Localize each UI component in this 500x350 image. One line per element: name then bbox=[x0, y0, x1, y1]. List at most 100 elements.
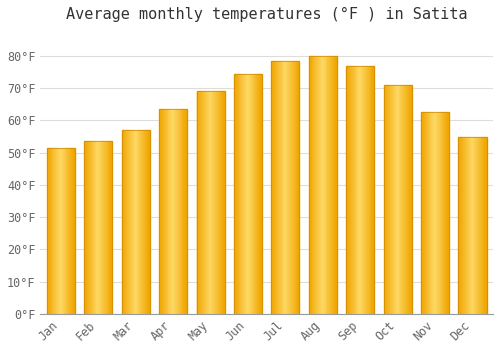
Bar bbox=[323, 56, 324, 314]
Bar bbox=[282, 61, 284, 314]
Bar bbox=[324, 56, 326, 314]
Bar bbox=[438, 112, 439, 314]
Bar bbox=[164, 109, 166, 314]
Bar bbox=[363, 65, 364, 314]
Bar bbox=[254, 74, 256, 314]
Bar bbox=[447, 112, 448, 314]
Bar bbox=[63, 148, 64, 314]
Bar bbox=[256, 74, 258, 314]
Bar bbox=[318, 56, 319, 314]
Bar bbox=[249, 74, 250, 314]
Bar bbox=[68, 148, 70, 314]
Bar bbox=[47, 148, 75, 314]
Bar bbox=[421, 112, 422, 314]
Bar bbox=[435, 112, 436, 314]
Bar bbox=[430, 112, 432, 314]
Bar bbox=[221, 91, 222, 314]
Bar bbox=[108, 141, 110, 314]
Bar bbox=[298, 61, 300, 314]
Bar bbox=[244, 74, 245, 314]
Bar bbox=[405, 85, 406, 314]
Bar bbox=[346, 65, 374, 314]
Bar bbox=[236, 74, 238, 314]
Bar bbox=[96, 141, 98, 314]
Bar bbox=[284, 61, 286, 314]
Bar bbox=[134, 130, 135, 314]
Bar bbox=[220, 91, 221, 314]
Bar bbox=[279, 61, 280, 314]
Bar bbox=[276, 61, 277, 314]
Bar bbox=[89, 141, 90, 314]
Bar bbox=[87, 141, 88, 314]
Bar bbox=[98, 141, 99, 314]
Bar bbox=[122, 130, 124, 314]
Bar bbox=[288, 61, 289, 314]
Bar bbox=[103, 141, 104, 314]
Bar bbox=[434, 112, 435, 314]
Bar bbox=[310, 56, 312, 314]
Bar bbox=[261, 74, 262, 314]
Bar bbox=[358, 65, 360, 314]
Bar bbox=[145, 130, 146, 314]
Bar bbox=[84, 141, 112, 314]
Bar bbox=[252, 74, 254, 314]
Bar bbox=[202, 91, 203, 314]
Bar bbox=[293, 61, 294, 314]
Bar bbox=[274, 61, 275, 314]
Bar bbox=[62, 148, 63, 314]
Bar bbox=[273, 61, 274, 314]
Bar bbox=[147, 130, 148, 314]
Bar bbox=[91, 141, 92, 314]
Bar bbox=[290, 61, 291, 314]
Bar bbox=[214, 91, 215, 314]
Bar bbox=[474, 136, 476, 314]
Bar bbox=[212, 91, 214, 314]
Bar bbox=[258, 74, 259, 314]
Bar bbox=[390, 85, 391, 314]
Bar bbox=[168, 109, 170, 314]
Bar bbox=[133, 130, 134, 314]
Bar bbox=[72, 148, 73, 314]
Bar bbox=[90, 141, 91, 314]
Bar bbox=[316, 56, 317, 314]
Bar bbox=[356, 65, 358, 314]
Bar bbox=[384, 85, 386, 314]
Bar bbox=[458, 136, 460, 314]
Bar bbox=[204, 91, 205, 314]
Bar bbox=[444, 112, 446, 314]
Bar bbox=[74, 148, 75, 314]
Bar bbox=[365, 65, 366, 314]
Bar bbox=[206, 91, 207, 314]
Bar bbox=[439, 112, 440, 314]
Bar bbox=[48, 148, 50, 314]
Bar bbox=[346, 65, 347, 314]
Bar bbox=[478, 136, 479, 314]
Bar bbox=[296, 61, 298, 314]
Bar bbox=[280, 61, 281, 314]
Bar bbox=[289, 61, 290, 314]
Bar bbox=[128, 130, 129, 314]
Bar bbox=[393, 85, 394, 314]
Bar bbox=[250, 74, 251, 314]
Bar bbox=[326, 56, 328, 314]
Bar bbox=[99, 141, 100, 314]
Bar bbox=[144, 130, 145, 314]
Bar bbox=[407, 85, 408, 314]
Bar bbox=[314, 56, 316, 314]
Bar bbox=[130, 130, 131, 314]
Bar bbox=[400, 85, 402, 314]
Bar bbox=[131, 130, 132, 314]
Bar bbox=[463, 136, 464, 314]
Bar bbox=[196, 91, 224, 314]
Bar bbox=[466, 136, 467, 314]
Bar bbox=[437, 112, 438, 314]
Bar bbox=[149, 130, 150, 314]
Bar bbox=[56, 148, 57, 314]
Bar bbox=[184, 109, 186, 314]
Bar bbox=[404, 85, 405, 314]
Bar bbox=[320, 56, 321, 314]
Bar bbox=[362, 65, 363, 314]
Bar bbox=[350, 65, 351, 314]
Bar bbox=[140, 130, 141, 314]
Bar bbox=[409, 85, 410, 314]
